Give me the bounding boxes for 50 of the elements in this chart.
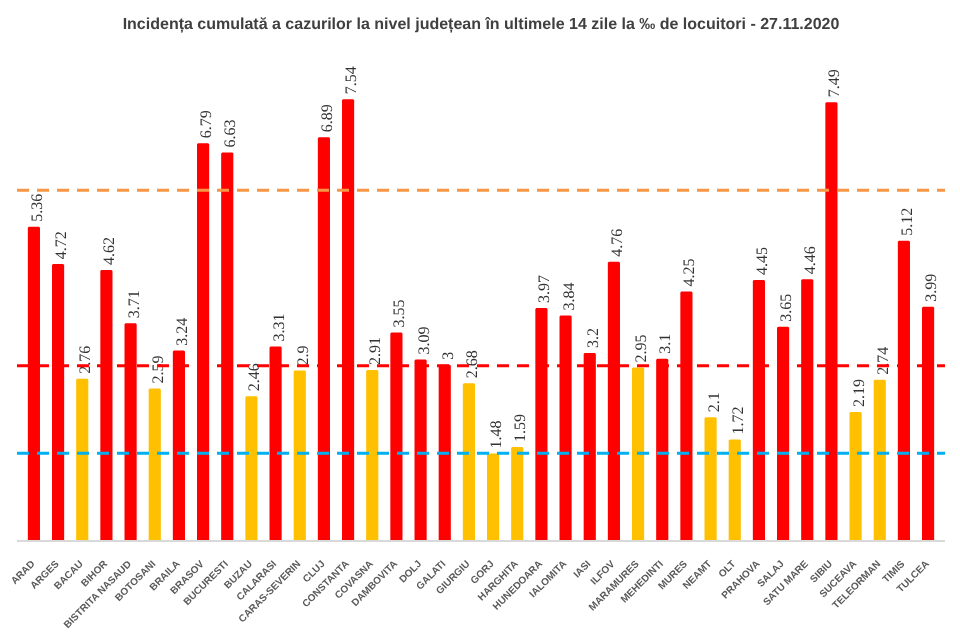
data-label: 3.2 [583,327,602,348]
data-label: 3.55 [390,299,409,328]
data-label: 5.36 [27,193,46,222]
bar [849,412,862,541]
data-label: 6.63 [221,119,240,148]
data-label: 3 [438,351,457,360]
data-label: 2.19 [849,379,868,407]
bar [728,439,741,541]
bar [704,417,717,541]
data-label: 4.45 [752,246,771,275]
data-label: 3.65 [777,293,796,322]
data-label: 6.79 [197,110,216,139]
data-label: 2.95 [632,334,651,363]
data-label: 2.9 [293,345,312,366]
data-label: 2.76 [76,345,95,374]
data-label: 3.97 [535,274,554,303]
data-label: 3.84 [559,282,578,311]
chart-title: Incidența cumulată a cazurilor la nivel județean în ultimele 14 zile la ‰ de locuitori - 27.11.2020 [122,15,841,33]
data-label: 6.89 [317,104,336,133]
data-label: 4.46 [801,246,820,275]
data-label: 4.76 [607,228,626,257]
data-label: 7.54 [342,66,361,95]
data-label: 2.74 [873,346,892,375]
bar [293,370,306,541]
bar [632,367,645,541]
data-label: 3.1 [656,333,675,354]
data-label: 3.09 [414,326,433,355]
bar [462,383,475,541]
bar [245,396,258,541]
data-label: 3.71 [124,290,143,319]
data-label: 2.1 [704,392,723,413]
bar [511,447,524,541]
data-label: 3.99 [922,273,941,302]
data-label: 4.72 [52,231,71,260]
data-label: 4.25 [680,258,699,287]
data-label: 3.24 [172,317,191,346]
data-label: 2.68 [462,350,481,379]
data-label: 4.62 [100,236,119,265]
data-label: 1.59 [511,414,530,443]
bar [873,379,886,541]
data-label: 3.31 [269,313,288,342]
data-label: 1.48 [487,420,506,449]
bar [76,378,89,541]
data-label: 2.91 [366,336,385,365]
data-label: 7.49 [825,69,844,98]
bar [366,369,379,541]
data-label: 1.72 [728,406,747,435]
data-label: 5.12 [897,207,916,236]
bar [487,453,500,541]
bar [148,388,161,541]
